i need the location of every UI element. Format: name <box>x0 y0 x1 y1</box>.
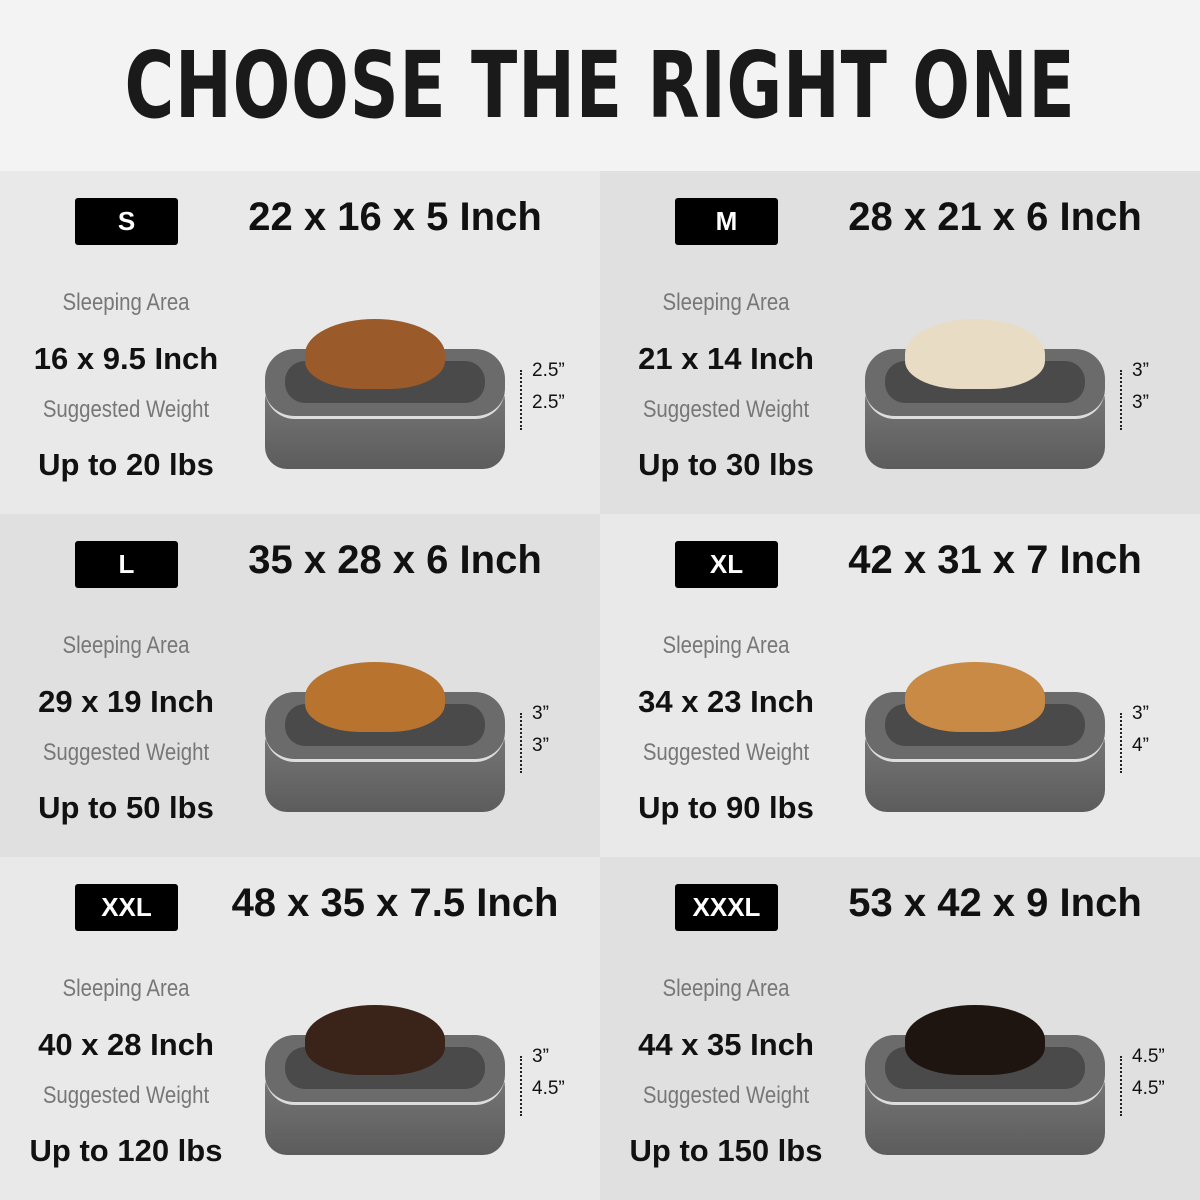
dog-bed-image <box>265 662 505 812</box>
dog-image <box>905 1005 1045 1075</box>
sleeping-area-value: 29 x 19 Inch <box>38 684 214 719</box>
dog-bed-image <box>265 319 505 469</box>
dog-bed-image <box>865 662 1105 812</box>
suggested-weight-value: Up to 90 lbs <box>638 790 814 825</box>
suggested-weight-value: Up to 120 lbs <box>29 1133 223 1168</box>
bed-dimensions: 42 x 31 x 7 Inch <box>848 538 1142 582</box>
sleeping-area-label: Sleeping Area <box>662 975 790 1002</box>
sleeping-area-value: 44 x 35 Inch <box>638 1027 814 1062</box>
suggested-weight-label: Suggested Weight <box>42 739 210 766</box>
dog-image <box>905 662 1045 732</box>
size-panel-xl: XL 42 x 31 x 7 Inch Sleeping Area 34 x 2… <box>600 514 1200 857</box>
suggested-weight-label: Suggested Weight <box>42 396 210 423</box>
page-title: CHOOSE THE RIGHT ONE <box>124 32 1076 139</box>
suggested-weight-label: Suggested Weight <box>642 1082 810 1109</box>
size-panel-l: L 35 x 28 x 6 Inch Sleeping Area 29 x 19… <box>0 514 600 857</box>
suggested-weight-value: Up to 30 lbs <box>638 447 814 482</box>
base-layer-height: 4” <box>1132 735 1149 756</box>
suggested-weight-label: Suggested Weight <box>642 396 810 423</box>
size-badge: S <box>75 198 178 245</box>
top-layer-height: 2.5” <box>532 360 565 381</box>
dog-bed-image <box>865 1005 1105 1155</box>
size-panel-xxl: XXL 48 x 35 x 7.5 Inch Sleeping Area 40 … <box>0 857 600 1200</box>
base-layer-height: 2.5” <box>532 392 565 413</box>
size-panel-m: M 28 x 21 x 6 Inch Sleeping Area 21 x 14… <box>600 171 1200 514</box>
size-badge: M <box>675 198 778 245</box>
sleeping-area-label: Sleeping Area <box>62 975 190 1002</box>
sleeping-area-label: Sleeping Area <box>62 289 190 316</box>
base-layer-height: 4.5” <box>1132 1078 1165 1099</box>
sleeping-area-value: 34 x 23 Inch <box>638 684 814 719</box>
top-layer-height: 3” <box>1132 703 1149 724</box>
top-layer-height: 3” <box>532 703 549 724</box>
size-grid: S 22 x 16 x 5 Inch Sleeping Area 16 x 9.… <box>0 171 1200 1200</box>
bed-dimensions: 48 x 35 x 7.5 Inch <box>231 881 559 925</box>
sleeping-area-value: 16 x 9.5 Inch <box>33 341 219 376</box>
top-layer-height: 4.5” <box>1132 1046 1165 1067</box>
bed-dimensions: 35 x 28 x 6 Inch <box>248 538 542 582</box>
suggested-weight-label: Suggested Weight <box>42 1082 210 1109</box>
dog-image <box>305 1005 445 1075</box>
suggested-weight-value: Up to 150 lbs <box>629 1133 823 1168</box>
size-badge: L <box>75 541 178 588</box>
dog-image <box>305 662 445 732</box>
dog-image <box>305 319 445 389</box>
sleeping-area-value: 21 x 14 Inch <box>638 341 814 376</box>
base-layer-height: 4.5” <box>532 1078 565 1099</box>
bed-dimensions: 28 x 21 x 6 Inch <box>848 195 1142 239</box>
dog-image <box>905 319 1045 389</box>
top-layer-height: 3” <box>1132 360 1149 381</box>
size-panel-s: S 22 x 16 x 5 Inch Sleeping Area 16 x 9.… <box>0 171 600 514</box>
sleeping-area-label: Sleeping Area <box>662 632 790 659</box>
suggested-weight-value: Up to 20 lbs <box>38 447 214 482</box>
size-badge: XXL <box>75 884 178 931</box>
size-panel-xxxl: XXXL 53 x 42 x 9 Inch Sleeping Area 44 x… <box>600 857 1200 1200</box>
dog-bed-image <box>265 1005 505 1155</box>
base-layer-height: 3” <box>532 735 549 756</box>
size-badge: XL <box>675 541 778 588</box>
bed-dimensions: 22 x 16 x 5 Inch <box>248 195 542 239</box>
base-layer-height: 3” <box>1132 392 1149 413</box>
sleeping-area-label: Sleeping Area <box>662 289 790 316</box>
bed-dimensions: 53 x 42 x 9 Inch <box>848 881 1142 925</box>
sleeping-area-label: Sleeping Area <box>62 632 190 659</box>
dog-bed-image <box>865 319 1105 469</box>
sleeping-area-value: 40 x 28 Inch <box>38 1027 214 1062</box>
suggested-weight-label: Suggested Weight <box>642 739 810 766</box>
top-layer-height: 3” <box>532 1046 549 1067</box>
suggested-weight-value: Up to 50 lbs <box>38 790 214 825</box>
size-badge: XXXL <box>675 884 778 931</box>
